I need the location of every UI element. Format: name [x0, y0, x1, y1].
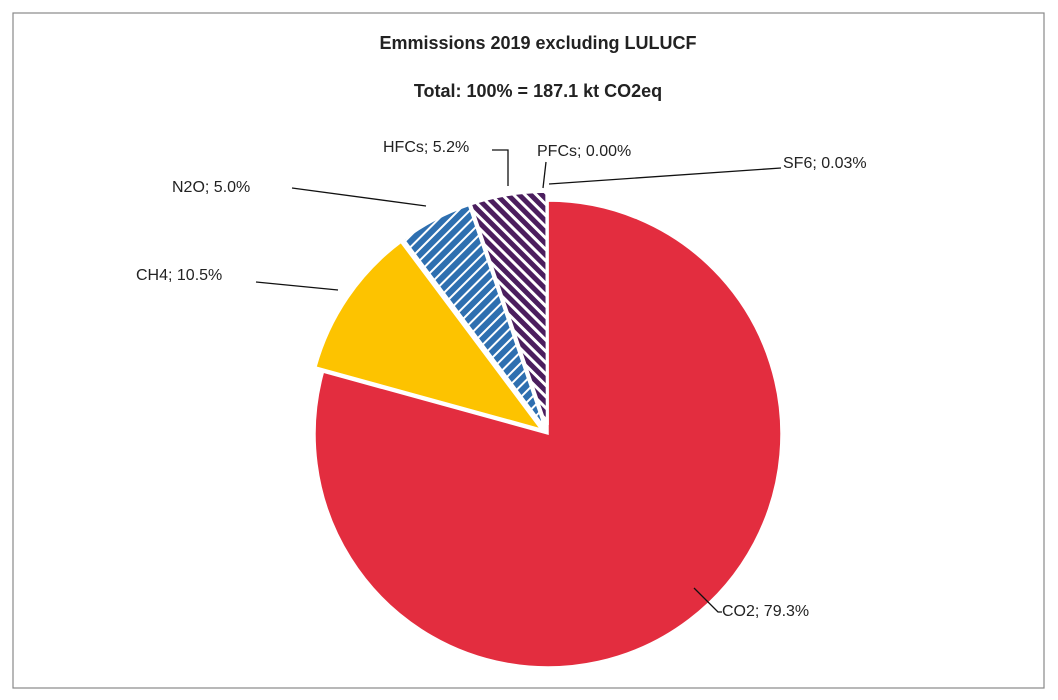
leader-line [291, 187, 427, 207]
chart-subtitle: Total: 100% = 187.1 kt CO2eq [414, 81, 662, 101]
leader-line [548, 167, 782, 185]
pie-slice [315, 241, 543, 431]
data-label: CO2; 79.3% [722, 603, 809, 620]
pie-slice [314, 200, 782, 668]
pie-slice [403, 204, 545, 427]
chart-title: Emmissions 2019 excluding LULUCF [379, 33, 696, 53]
leader-line [492, 149, 509, 186]
pie-slice [470, 191, 548, 426]
data-label: CH4; 10.5% [136, 267, 222, 284]
leader-line [255, 281, 339, 291]
data-label: HFCs; 5.2% [383, 139, 469, 156]
data-label: SF6; 0.03% [783, 155, 867, 172]
leader-line [542, 161, 547, 189]
leader-line [693, 587, 722, 613]
data-label: N2O; 5.0% [172, 179, 250, 196]
data-label: PFCs; 0.00% [537, 143, 631, 160]
